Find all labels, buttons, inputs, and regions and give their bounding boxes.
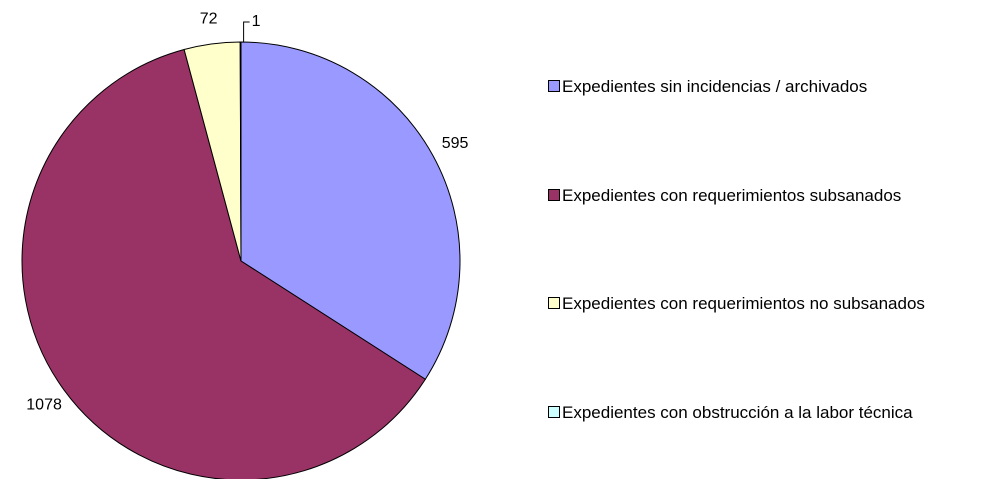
legend-label: Expedientes con requerimientos no subsan… bbox=[562, 294, 925, 313]
legend-label: Expedientes con requerimientos subsanado… bbox=[562, 186, 902, 205]
legend-item: Expedientes con obstrucción a la labor t… bbox=[548, 400, 988, 426]
pie-slice bbox=[239, 41, 242, 262]
legend-item: Expedientes con requerimientos subsanado… bbox=[548, 183, 988, 209]
pie-slice bbox=[21, 48, 427, 479]
legend-swatch bbox=[548, 406, 560, 418]
legend-swatch bbox=[548, 80, 560, 92]
data-label: 1 bbox=[252, 13, 261, 30]
data-label: 595 bbox=[442, 135, 469, 152]
legend-label: Expedientes sin incidencias / archivados bbox=[562, 77, 868, 96]
data-label: 72 bbox=[200, 10, 218, 27]
legend-item: Expedientes con requerimientos no subsan… bbox=[548, 291, 988, 317]
legend-item: Expedientes sin incidencias / archivados bbox=[548, 74, 988, 100]
legend-swatch bbox=[548, 297, 560, 309]
legend-swatch bbox=[548, 189, 560, 201]
pie-slice bbox=[240, 41, 461, 380]
data-label: 1078 bbox=[26, 396, 62, 413]
leader-line bbox=[243, 21, 250, 43]
legend-label: Expedientes con obstrucción a la labor t… bbox=[562, 403, 913, 422]
